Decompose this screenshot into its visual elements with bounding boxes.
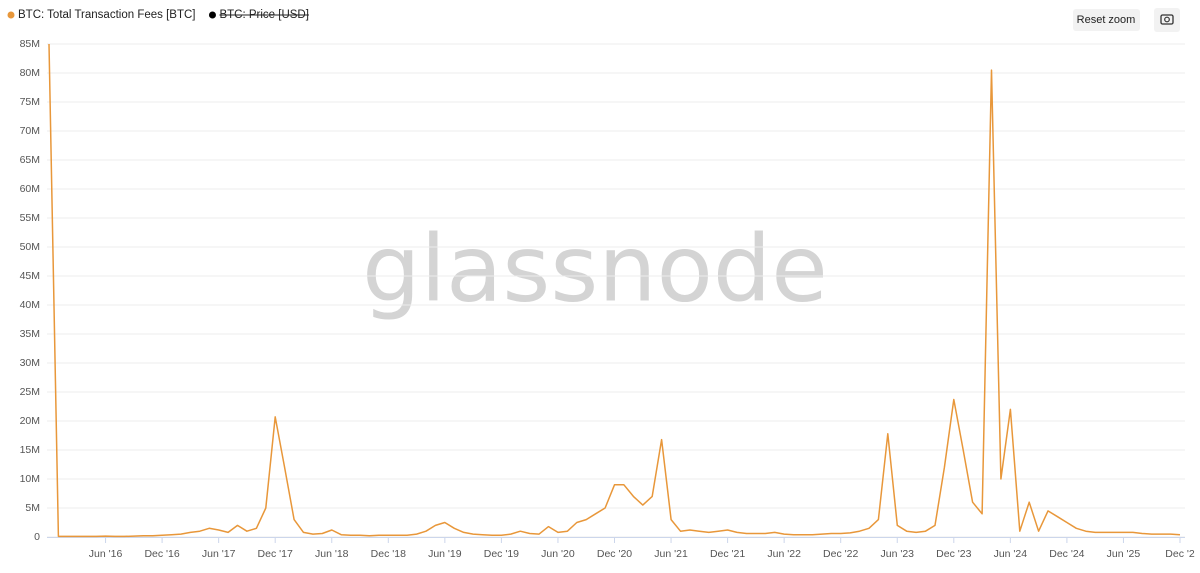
x-tick-label: Dec '17 (258, 548, 293, 560)
y-tick-label: 20M (20, 415, 40, 427)
y-tick-label: 25M (20, 386, 40, 398)
x-tick-label: Jun '16 (89, 548, 123, 560)
x-tick-label: Dec '23 (936, 548, 971, 560)
y-tick-label: 70M (20, 125, 40, 137)
y-tick-label: 55M (20, 212, 40, 224)
x-tick-label: Dec '19 (484, 548, 519, 560)
y-tick-label: 35M (20, 328, 40, 340)
x-tick-label: Jun '17 (202, 548, 236, 560)
x-tick-label: Jun '19 (428, 548, 462, 560)
x-tick-label: Dec '20 (597, 548, 632, 560)
camera-button[interactable] (1154, 8, 1180, 32)
watermark: glassnode (362, 215, 828, 322)
series-line (48, 43, 1181, 538)
x-tick-label: Jun '18 (315, 548, 349, 560)
y-tick-label: 10M (20, 473, 40, 485)
camera-bg[interactable] (1154, 8, 1180, 32)
x-tick-label: Dec '24 (1049, 548, 1084, 560)
x-tick-label: Jun '25 (1107, 548, 1141, 560)
y-tick-label: 15M (20, 444, 40, 456)
x-tick-label: Jun '22 (767, 548, 801, 560)
y-tick-label: 45M (20, 270, 40, 282)
plot: 0 5M 10M 15M 20M 25M 30M 35M 40M 45M 50M 55M 60M 65M 7… (20, 38, 1195, 560)
y-tick-label: 0 (34, 531, 40, 543)
y-tick-label: 85M (20, 38, 40, 50)
legend-label[interactable]: BTC: Total Transaction Fees [BTC] (18, 9, 195, 21)
y-tick-label: 5M (25, 502, 40, 514)
x-tick-label: Dec '18 (371, 548, 406, 560)
legend-marker (208, 11, 216, 19)
y-tick-label: 30M (20, 357, 40, 369)
x-tick-label: Dec '22 (823, 548, 858, 560)
camera-lens (1164, 16, 1170, 23)
y-tick-label: 50M (20, 241, 40, 253)
y-tick-label: 75M (20, 96, 40, 108)
y-tick-label: 80M (20, 67, 40, 79)
x-tick-label: Jun '24 (994, 548, 1028, 560)
x-tick-label: Jun '23 (880, 548, 914, 560)
reset-zoom-button[interactable] (1073, 9, 1140, 31)
y-tick-label: 65M (20, 154, 40, 166)
camera-body (1160, 14, 1174, 25)
x-tick-label: Dec '2 (1165, 548, 1195, 560)
x-tick-label: Jun '20 (541, 548, 575, 560)
y-tick-label: 40M (20, 299, 40, 311)
x-tick-label: Dec '16 (144, 548, 179, 560)
x-tick-label: Jun '21 (654, 548, 688, 560)
legend-marker (7, 11, 15, 19)
reset-zoom-label[interactable]: Reset zoom (1077, 14, 1136, 26)
y-tick-label: 60M (20, 183, 40, 195)
x-tick-label: Dec '21 (710, 548, 745, 560)
